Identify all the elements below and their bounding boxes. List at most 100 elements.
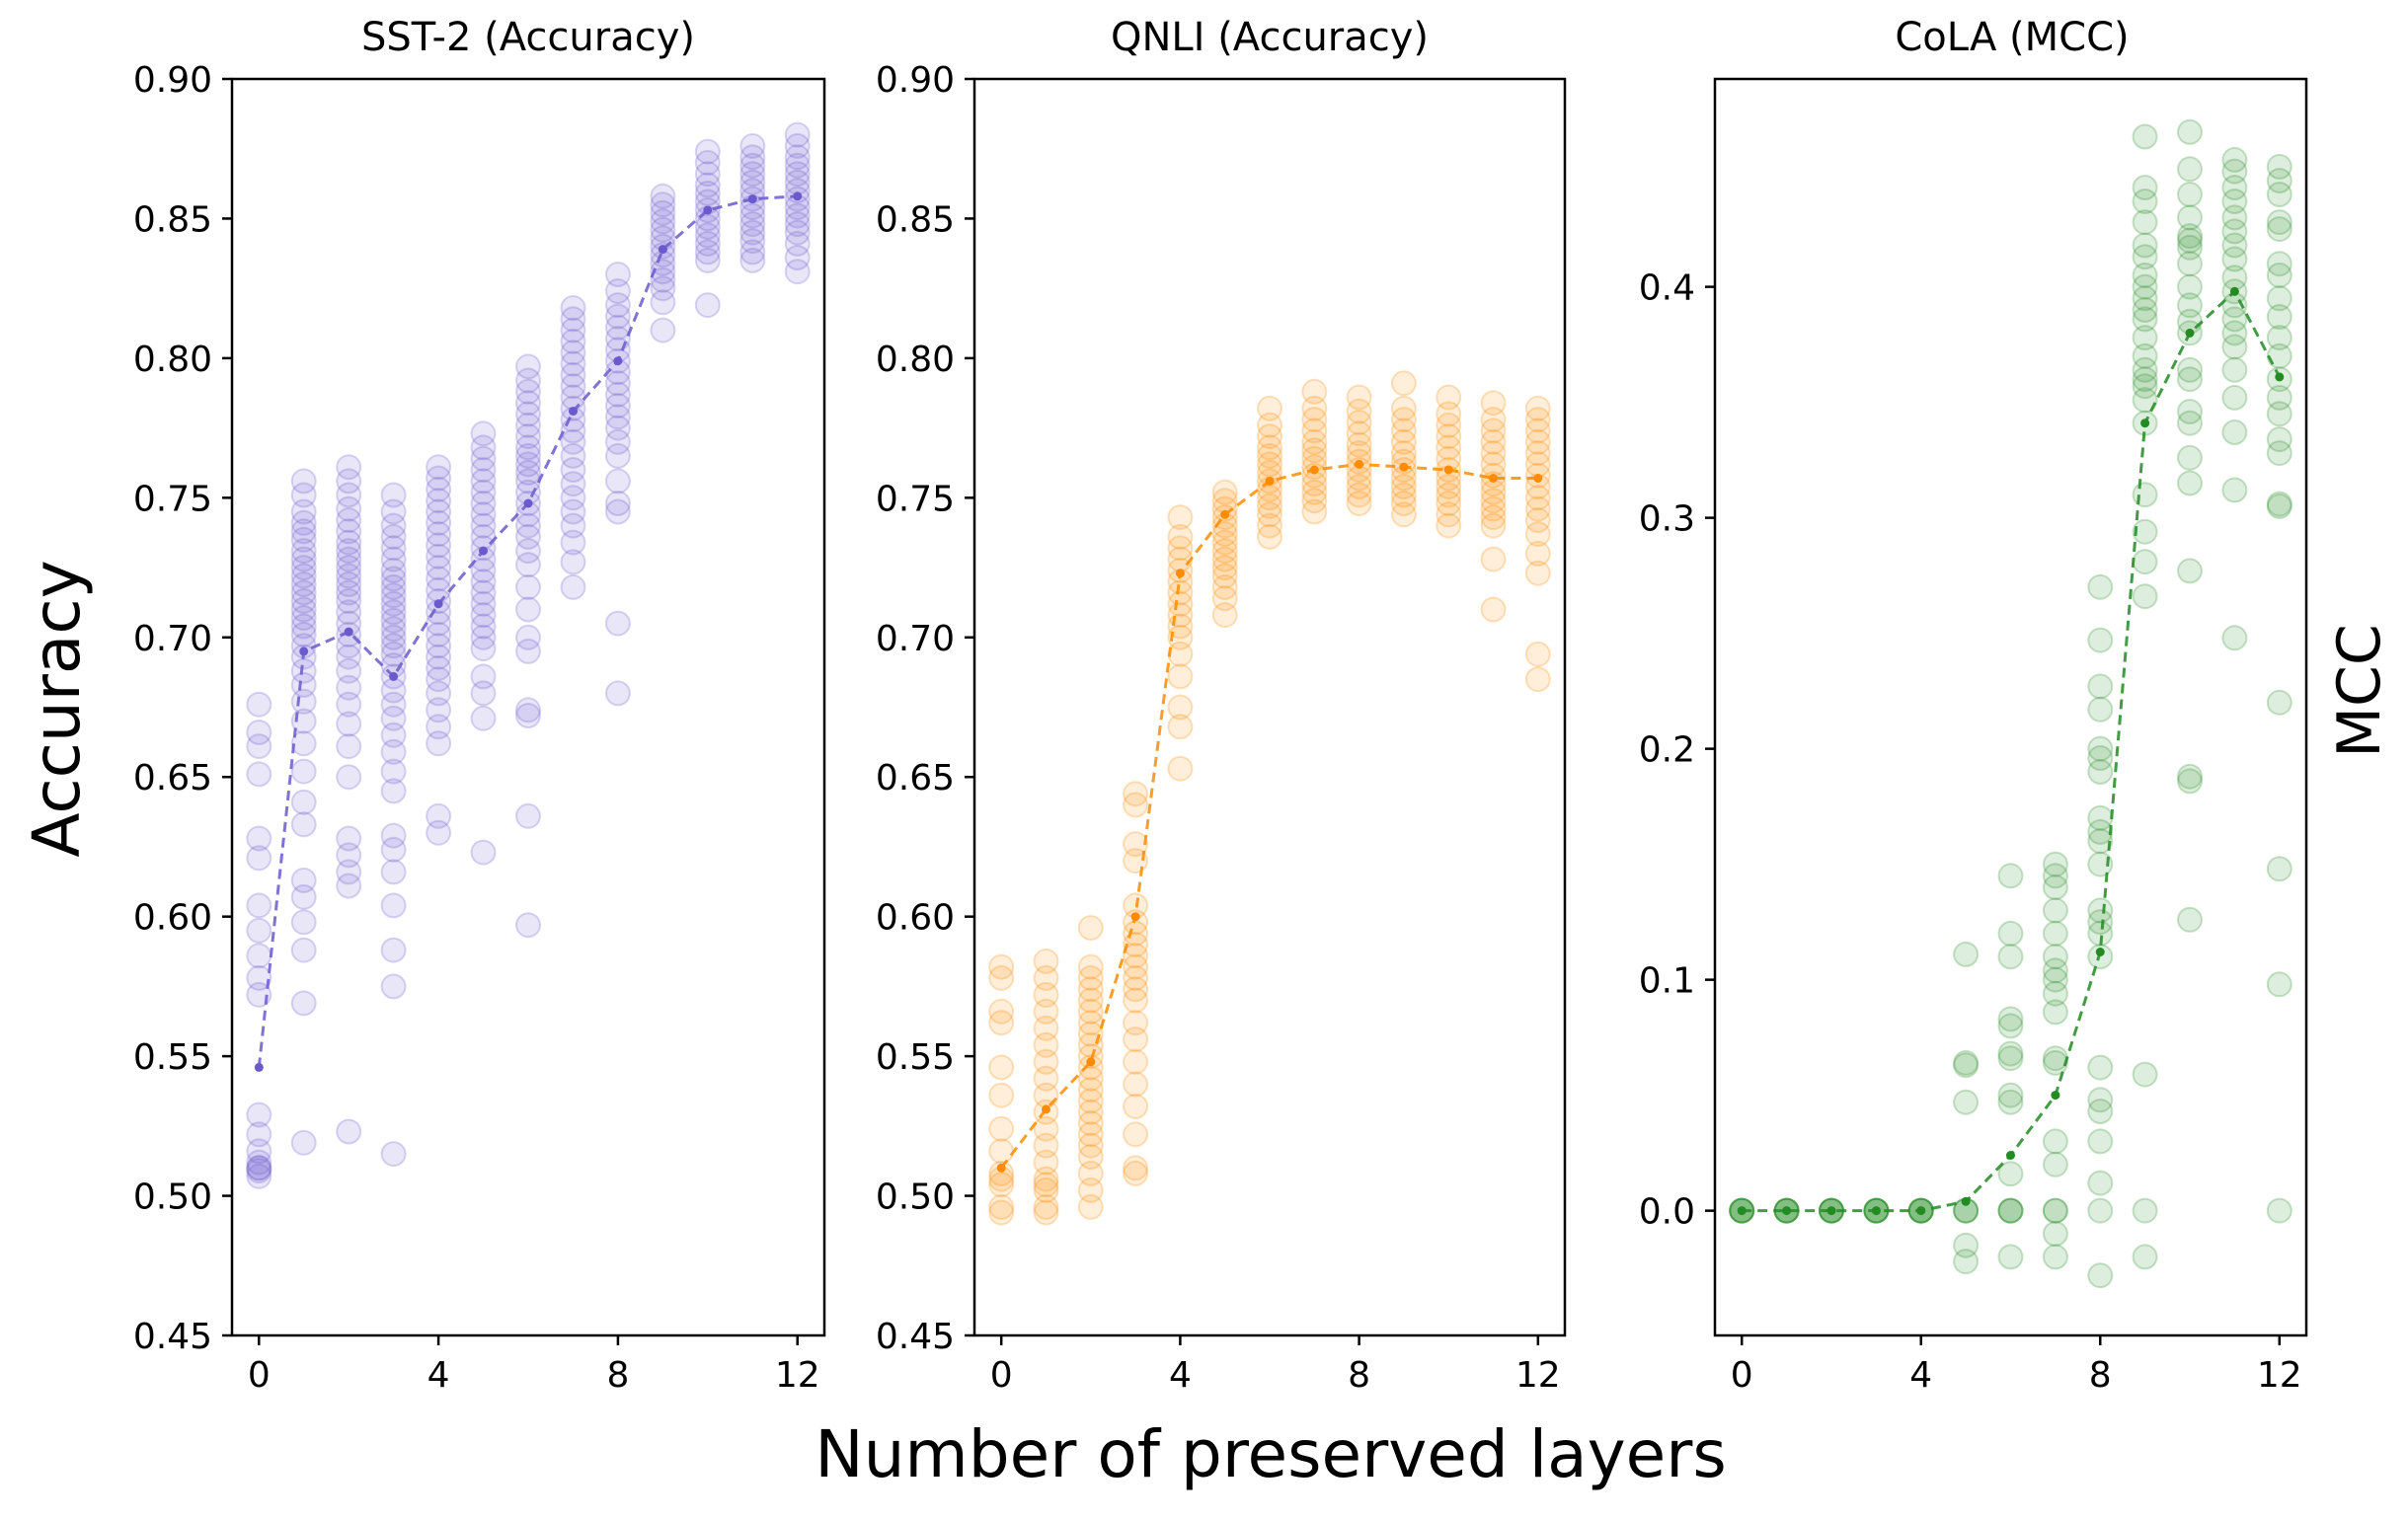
sst2-point-x1-21 bbox=[290, 688, 317, 715]
qnli-point-x0-10 bbox=[988, 1172, 1015, 1198]
cola-point-x8-16 bbox=[2087, 1087, 2114, 1113]
sst2-point-x5-19 bbox=[470, 636, 497, 662]
qnli-point-x0-7 bbox=[988, 1138, 1015, 1165]
cola-point-x9-22 bbox=[2132, 1061, 2158, 1088]
sst2-point-x10-12 bbox=[694, 247, 721, 273]
sst2-point-x2-25 bbox=[336, 825, 362, 852]
cola-mean-point-x5 bbox=[1961, 1196, 1971, 1206]
sst2-point-x10-13 bbox=[694, 292, 721, 319]
sst2-point-x3-21 bbox=[380, 705, 407, 731]
cola-point-x10-4 bbox=[2177, 223, 2203, 250]
sst2-point-x3-0 bbox=[380, 482, 407, 508]
sst2-point-x11-2 bbox=[739, 152, 766, 179]
qnli-point-x9-3 bbox=[1390, 418, 1417, 444]
qnli-point-x4-0 bbox=[1167, 504, 1194, 531]
qnli-point-x10-1 bbox=[1436, 401, 1462, 427]
cola-point-x8-6 bbox=[2087, 759, 2114, 785]
qnli-point-x6-3 bbox=[1257, 434, 1282, 461]
sst2-point-x1-15 bbox=[290, 613, 317, 640]
sst2-mean-point-x5 bbox=[479, 546, 488, 556]
qnli-point-x12-8 bbox=[1524, 485, 1551, 511]
cola-point-x6-9 bbox=[1997, 1161, 2024, 1187]
cola-xtick-label-4: 4 bbox=[1909, 1355, 1932, 1396]
cola-point-x11-6 bbox=[2221, 232, 2248, 259]
qnli-point-x11-13 bbox=[1480, 546, 1507, 572]
cola-point-x10-16 bbox=[2177, 444, 2203, 471]
cola-point-x8-3 bbox=[2087, 696, 2114, 722]
qnli-point-x2-11 bbox=[1077, 1065, 1104, 1092]
sst2-point-x8-9 bbox=[604, 370, 631, 397]
sst2-point-x4-18 bbox=[426, 654, 452, 681]
qnli-point-x11-12 bbox=[1480, 512, 1507, 539]
sst2-point-x3-31 bbox=[380, 973, 407, 1000]
cola-point-x11-0 bbox=[2221, 146, 2248, 173]
qnli-point-x0-5 bbox=[988, 1082, 1015, 1108]
cola-scatter-points bbox=[1729, 118, 2292, 1289]
cola-xtick-label-8: 8 bbox=[2089, 1355, 2112, 1396]
qnli-mean-point-x12 bbox=[1533, 474, 1543, 483]
qnli-point-x5-6 bbox=[1211, 529, 1238, 556]
qnli-point-x2-9 bbox=[1077, 1043, 1104, 1070]
sst2-point-x3-5 bbox=[380, 546, 407, 572]
qnli-ytick-label-4: 0.65 bbox=[876, 758, 955, 799]
sst2-point-x2-21 bbox=[336, 691, 362, 718]
qnli-point-x1-1 bbox=[1033, 964, 1059, 991]
sst2-point-x5-23 bbox=[470, 839, 497, 866]
sst2-point-x5-13 bbox=[470, 569, 497, 595]
qnli-ytick-label-3: 0.60 bbox=[876, 898, 955, 939]
qnli-point-x2-14 bbox=[1077, 1099, 1104, 1125]
qnli-point-x2-1 bbox=[1077, 953, 1104, 980]
qnli-point-x9-0 bbox=[1390, 370, 1417, 397]
qnli-point-x6-9 bbox=[1257, 485, 1282, 511]
cola-point-x9-21 bbox=[2132, 583, 2158, 610]
sst2-point-x12-4 bbox=[784, 161, 811, 188]
qnli-point-x11-2 bbox=[1480, 418, 1507, 444]
sst2-point-x7-2 bbox=[560, 317, 586, 343]
cola-point-x10-7 bbox=[2177, 251, 2203, 277]
sst2-point-x0-4 bbox=[246, 825, 272, 852]
qnli-point-x7-10 bbox=[1301, 479, 1328, 505]
qnli-point-x6-0 bbox=[1257, 395, 1282, 421]
qnli-point-x1-2 bbox=[1033, 981, 1059, 1008]
cola-point-x7-8 bbox=[2042, 980, 2068, 1007]
cola-point-x6-1 bbox=[1997, 920, 2024, 947]
cola-ytick-label-0: 0.0 bbox=[1639, 1192, 1695, 1233]
sst2-point-x12-13 bbox=[784, 245, 811, 270]
cola-point-x9-4 bbox=[2132, 232, 2158, 259]
sst2-point-x4-16 bbox=[426, 633, 452, 659]
qnli-point-x2-18 bbox=[1077, 1144, 1104, 1170]
sst2-mean-point-x0 bbox=[254, 1062, 264, 1072]
sst2-point-x3-6 bbox=[380, 557, 407, 583]
qnli-point-x7-0 bbox=[1301, 378, 1328, 405]
sst2-point-x0-14 bbox=[246, 1149, 272, 1176]
cola-point-x7-13 bbox=[2042, 1151, 2068, 1178]
sst2-point-x7-21 bbox=[560, 573, 586, 600]
qnli-mean-point-x11 bbox=[1489, 474, 1498, 483]
sst2-point-x8-10 bbox=[604, 381, 631, 408]
cola-point-x10-5 bbox=[2177, 227, 2203, 254]
qnli-title: QNLI (Accuracy) bbox=[1111, 15, 1429, 60]
sst2-point-x10-4 bbox=[694, 181, 721, 206]
cola-ytick-label-3: 0.3 bbox=[1639, 499, 1695, 540]
sst2-point-x2-5 bbox=[336, 518, 362, 545]
qnli-point-x4-6 bbox=[1167, 579, 1194, 606]
cola-point-x7-15 bbox=[2042, 1197, 2068, 1224]
qnli-ytick-label-1: 0.50 bbox=[876, 1178, 955, 1218]
sst2-point-x10-9 bbox=[694, 222, 721, 249]
cola-point-x9-7 bbox=[2132, 273, 2158, 300]
cola-point-x9-14 bbox=[2132, 366, 2158, 393]
qnli-point-x3-19 bbox=[1123, 1155, 1149, 1181]
qnli-point-x0-11 bbox=[988, 1193, 1015, 1220]
sst2-point-x11-8 bbox=[739, 202, 766, 229]
qnli-point-x6-1 bbox=[1257, 412, 1282, 438]
cola-point-x7-12 bbox=[2042, 1128, 2068, 1155]
sst2-mean-point-x12 bbox=[793, 191, 803, 201]
cola-point-x12-2 bbox=[2266, 182, 2292, 207]
sst2-point-x2-22 bbox=[336, 711, 362, 737]
cola-point-x12-4 bbox=[2266, 216, 2292, 243]
sst2-mean-point-x6 bbox=[523, 498, 533, 508]
sst2-point-x6-20 bbox=[515, 596, 541, 623]
cola-point-x12-17 bbox=[2266, 493, 2292, 519]
sst2-point-x6-16 bbox=[515, 523, 541, 550]
sst2-point-x0-18 bbox=[246, 1163, 272, 1189]
